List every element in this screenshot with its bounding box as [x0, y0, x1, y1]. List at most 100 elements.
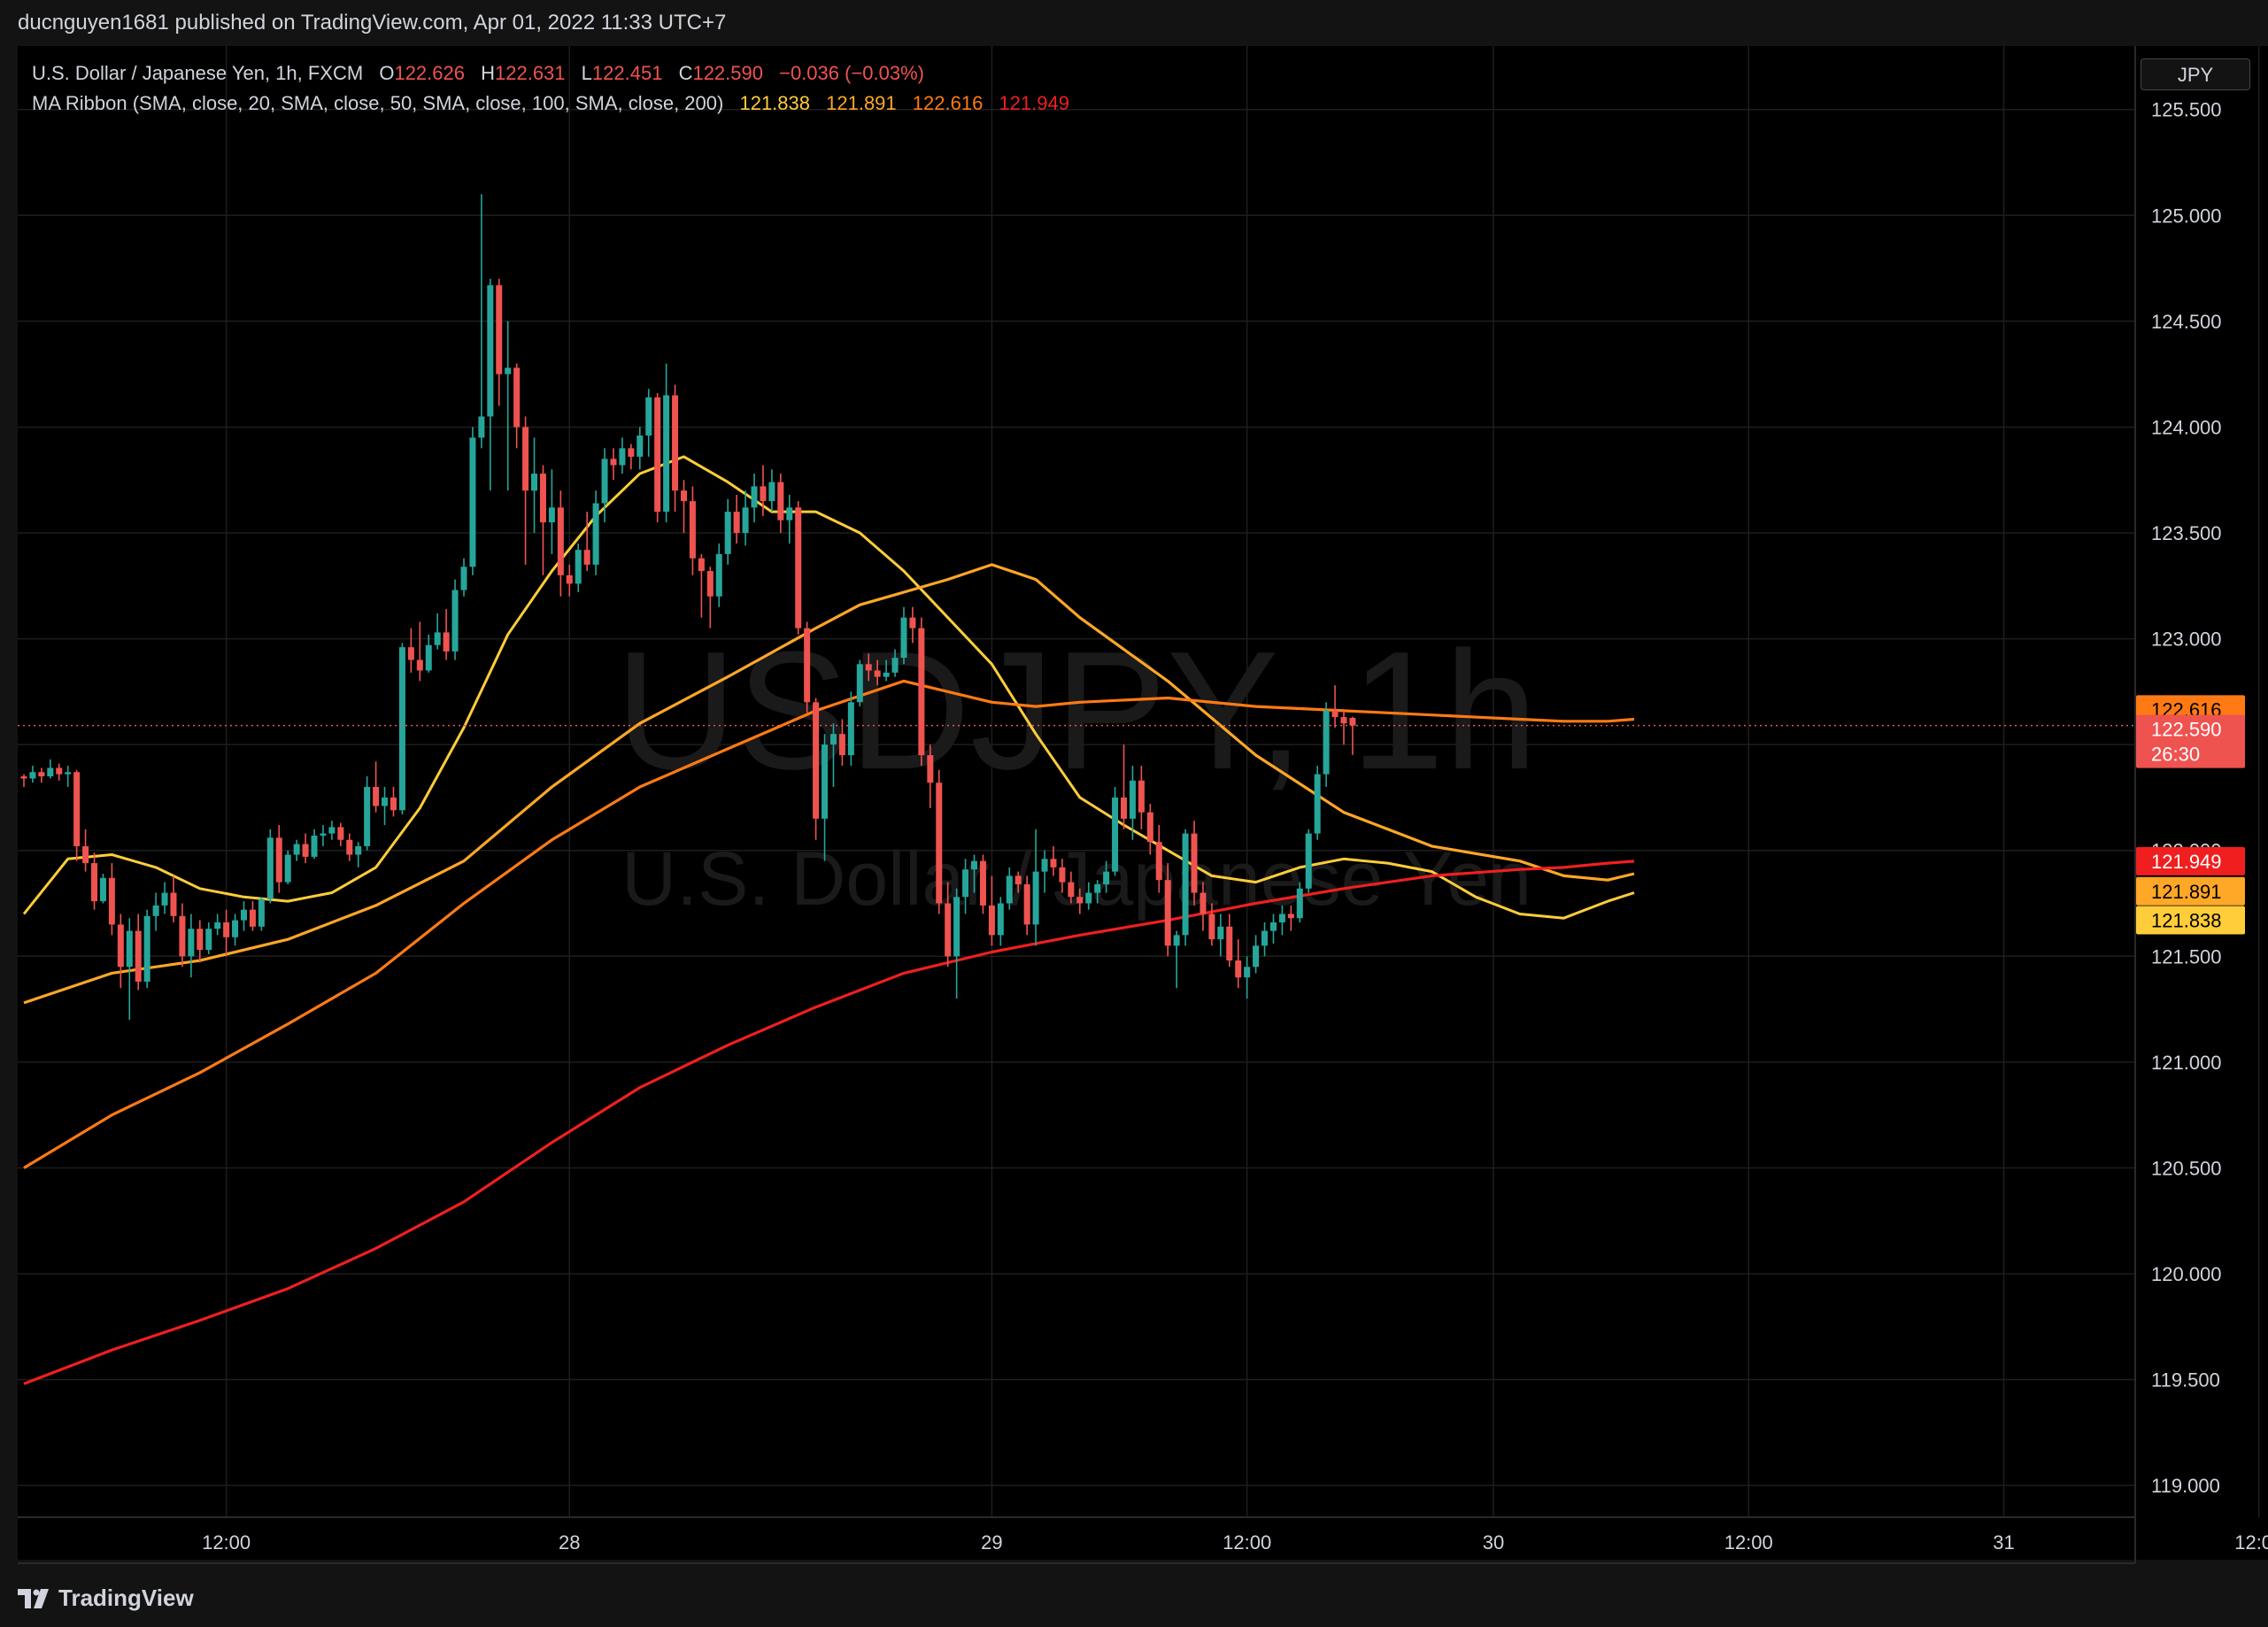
candle	[619, 437, 626, 474]
candle	[997, 897, 1004, 946]
candle	[214, 914, 221, 936]
ma-line-sma-200	[23, 860, 1635, 1385]
time-tick-label: 29	[981, 1531, 1002, 1554]
change-value: −0.036 (−0.03%)	[779, 62, 925, 84]
candle	[645, 389, 652, 457]
candle	[20, 774, 27, 787]
price-label-value: 121.838	[2151, 909, 2222, 931]
candle	[1146, 804, 1153, 855]
price-scale[interactable]: 119.000 119.500 120.000 120.500 121.000 121.5…	[2151, 99, 2222, 1497]
candle	[742, 490, 749, 546]
candle	[1296, 882, 1303, 923]
price-tick-label: 123.000	[2151, 628, 2222, 651]
candle	[73, 769, 81, 861]
tradingview-logo-icon	[18, 1588, 49, 1608]
candle	[953, 888, 960, 999]
candle	[856, 659, 863, 707]
candle	[566, 564, 573, 597]
price-tick-label: 121.000	[2151, 1052, 2222, 1074]
candle	[1349, 716, 1356, 755]
candle	[1103, 860, 1110, 893]
candle	[126, 918, 133, 1021]
candle	[179, 903, 186, 968]
price-label-tag: 122.590 26:30	[2136, 714, 2245, 768]
candle	[1112, 786, 1119, 876]
ma200-value: 121.949	[999, 92, 1069, 114]
candle	[161, 882, 168, 914]
candle	[575, 543, 582, 592]
candle	[531, 437, 538, 534]
candle	[1191, 821, 1198, 906]
candle	[592, 490, 599, 575]
candle	[918, 617, 925, 767]
candle	[1121, 744, 1127, 829]
candle	[451, 579, 459, 660]
candle	[328, 821, 336, 840]
price-tick-label: 125.000	[2151, 204, 2222, 227]
candle	[1323, 702, 1330, 787]
open-label: O	[379, 62, 395, 84]
high-label: H	[481, 62, 495, 84]
candle	[320, 825, 327, 846]
chart-background	[18, 46, 2135, 1560]
candle	[311, 829, 318, 860]
publisher-bar: ducnguyen1681 published on TradingView.c…	[0, 0, 2268, 46]
indicator-description[interactable]: MA Ribbon (SMA, close, 20, SMA, close, 5…	[32, 92, 724, 114]
symbol-legend-row: U.S. Dollar / Japanese Yen, 1h, FXCM O12…	[32, 58, 1073, 89]
candle	[170, 875, 177, 923]
candle	[628, 443, 635, 470]
candle	[355, 842, 362, 867]
candle	[1094, 880, 1101, 904]
candle	[681, 480, 687, 534]
candle	[1076, 888, 1084, 914]
candle	[382, 786, 389, 826]
candle	[795, 501, 802, 635]
price-label-value: 121.949	[2151, 851, 2222, 873]
symbol-description[interactable]: U.S. Dollar / Japanese Yen, 1h, FXCM	[32, 62, 364, 84]
candle	[1059, 859, 1066, 893]
candle	[672, 384, 679, 513]
candle	[91, 852, 98, 910]
candle	[1208, 903, 1215, 946]
open-value: 122.626	[394, 62, 465, 84]
candle	[751, 474, 758, 523]
candle	[337, 822, 344, 846]
candle	[302, 833, 309, 864]
candle	[398, 643, 405, 815]
candle	[284, 850, 291, 884]
candle	[1023, 875, 1030, 936]
candle	[1226, 914, 1233, 968]
candle	[548, 469, 555, 554]
ma-line-sma-20	[22, 455, 1635, 920]
candle	[1217, 914, 1224, 957]
ma-line-sma-100	[23, 679, 1635, 1169]
currency-button[interactable]: JPY	[2141, 58, 2250, 90]
candle	[1331, 685, 1338, 729]
candle	[988, 875, 995, 946]
candle	[1253, 935, 1260, 974]
candle	[847, 691, 854, 767]
tradingview-brand: TradingView	[58, 1585, 194, 1611]
chart-legend: U.S. Dollar / Japanese Yen, 1h, FXCM O12…	[32, 58, 1073, 119]
candle	[29, 766, 36, 783]
ma-line-sma-50	[23, 563, 1635, 1005]
candle	[583, 512, 590, 572]
tradingview-logo[interactable]: TradingView	[18, 1585, 194, 1612]
candle	[1006, 867, 1013, 910]
candle	[1032, 829, 1039, 946]
candle	[838, 719, 845, 767]
candle	[936, 769, 943, 914]
ma100-value: 122.616	[912, 92, 984, 114]
candle	[232, 914, 239, 946]
price-tick-label: 123.500	[2151, 522, 2222, 544]
high-value: 122.631	[495, 62, 566, 84]
candle	[390, 786, 397, 817]
candle	[82, 829, 89, 872]
watermark-line2: U.S. Dollar / Japanese Yen	[621, 837, 1531, 921]
candle	[346, 833, 353, 861]
candle	[241, 901, 247, 931]
price-tick-label: 124.000	[2151, 416, 2222, 438]
ma20-value: 121.838	[739, 92, 810, 114]
